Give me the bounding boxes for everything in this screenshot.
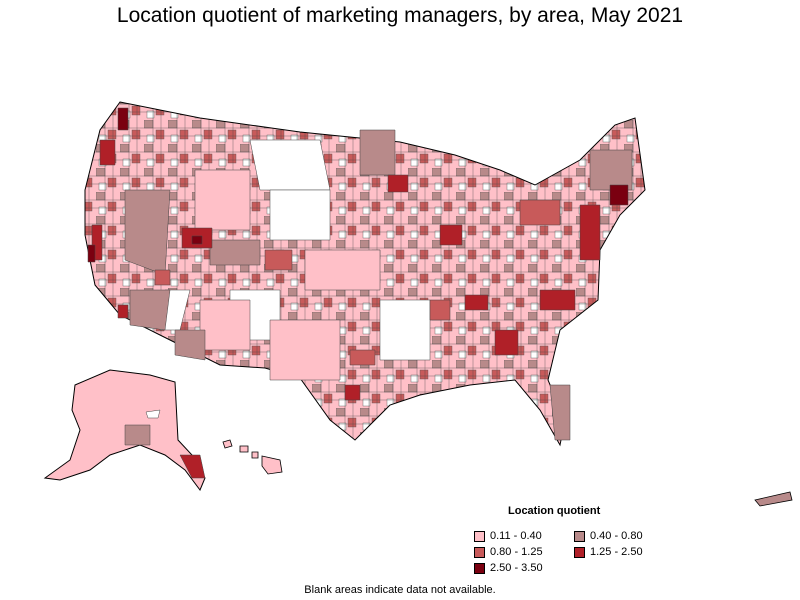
- legend-item-2: 0.80 - 1.25: [474, 545, 543, 559]
- legend-item-0: 0.11 - 0.40: [474, 529, 542, 543]
- puerto-rico-region: [754, 491, 793, 507]
- legend-label: 0.80 - 1.25: [490, 546, 543, 558]
- map-title: Location quotient of marketing managers,…: [116, 4, 684, 27]
- legend-label: 0.11 - 0.40: [490, 530, 542, 542]
- legend-swatch: [574, 546, 585, 558]
- legend-swatch: [474, 530, 485, 542]
- legend-label: 0.40 - 0.80: [590, 530, 643, 542]
- legend-swatch: [574, 530, 585, 542]
- legend-item-3: 1.25 - 2.50: [574, 545, 643, 559]
- legend-label: 1.25 - 2.50: [590, 546, 643, 558]
- legend-label: 2.50 - 3.50: [490, 562, 543, 574]
- area-regions: [87, 107, 633, 441]
- legend-swatch: [474, 546, 485, 558]
- hawaii-region: [222, 439, 283, 475]
- legend-swatch: [474, 562, 485, 574]
- legend-title: Location quotient: [508, 505, 601, 517]
- legend-item-1: 0.40 - 0.80: [574, 529, 643, 543]
- footnote: Blank areas indicate data not available.: [304, 584, 496, 596]
- legend-item-4: 2.50 - 3.50: [474, 561, 543, 575]
